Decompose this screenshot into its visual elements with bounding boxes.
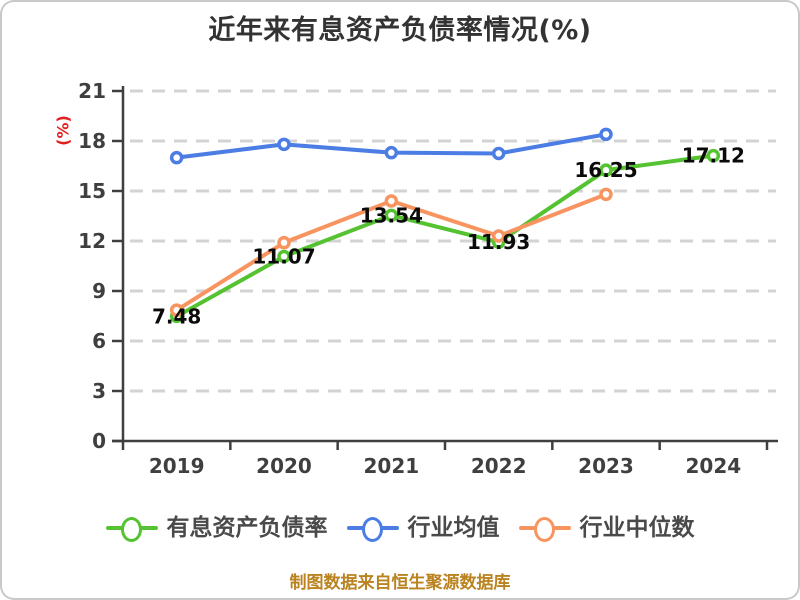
data-point-label: 16.25 [574,158,637,182]
data-point [599,163,613,177]
legend: 有息资产负债率 行业均值 行业中位数 [0,514,800,542]
y-axis-tick-label: 0 [92,429,106,453]
legend-item-interest-bearing-ratio[interactable]: 有息资产负债率 [105,514,328,542]
data-point-label: 11.07 [252,245,315,269]
legend-marker-green-icon [105,516,158,542]
data-point [277,249,291,264]
y-axis-tick-label: 6 [92,329,106,353]
data-point [384,194,399,208]
x-axis-tick-label: 2020 [256,454,312,478]
legend-marker-blue-icon [346,516,399,542]
data-point [384,145,399,160]
x-axis-tick-label: 2022 [471,454,527,478]
data-point [491,229,506,243]
data-point [384,208,399,223]
y-axis-tick-label: 3 [92,379,106,403]
y-axis-tick-label: 12 [78,229,106,253]
x-axis-tick-label: 2023 [578,454,634,478]
data-point [599,187,613,202]
data-point [599,127,613,142]
data-point-label: 17.12 [682,144,745,168]
data-point [277,235,291,250]
y-axis-tick-label: 9 [92,279,106,303]
legend-item-industry-mean[interactable]: 行业均值 [346,514,500,542]
data-point-label: 11.93 [467,230,530,254]
legend-label: 行业中位数 [579,514,695,541]
legend-label: 有息资产负债率 [166,514,328,541]
chart-title: 近年来有息资产负债率情况(%) [208,15,592,46]
data-point-label: 7.48 [152,304,201,328]
data-point [491,146,506,161]
data-point [706,148,721,163]
x-axis-tick-label: 2024 [685,454,741,478]
y-axis-tick-label: 18 [78,129,106,153]
x-axis-tick-label: 2021 [363,454,419,478]
legend-marker-orange-icon [518,516,571,542]
data-point [169,150,184,165]
y-axis-tick-label: 15 [78,179,106,203]
legend-label: 行业均值 [407,514,500,541]
data-point [169,303,184,317]
data-source-note: 制图数据来自恒生聚源数据库 [289,573,511,593]
data-point [277,137,291,152]
line-chart-plot: 0 3 6 9 12 15 18 21 2019 2020 2021 2022 2023 2024 7.48… [78,79,778,478]
legend-item-industry-median[interactable]: 行业中位数 [518,514,695,542]
x-axis-tick-label: 2019 [149,454,205,478]
data-point-label: 13.54 [360,203,423,227]
series-line-0 [174,153,716,319]
y-axis-tick-label: 21 [78,79,106,103]
